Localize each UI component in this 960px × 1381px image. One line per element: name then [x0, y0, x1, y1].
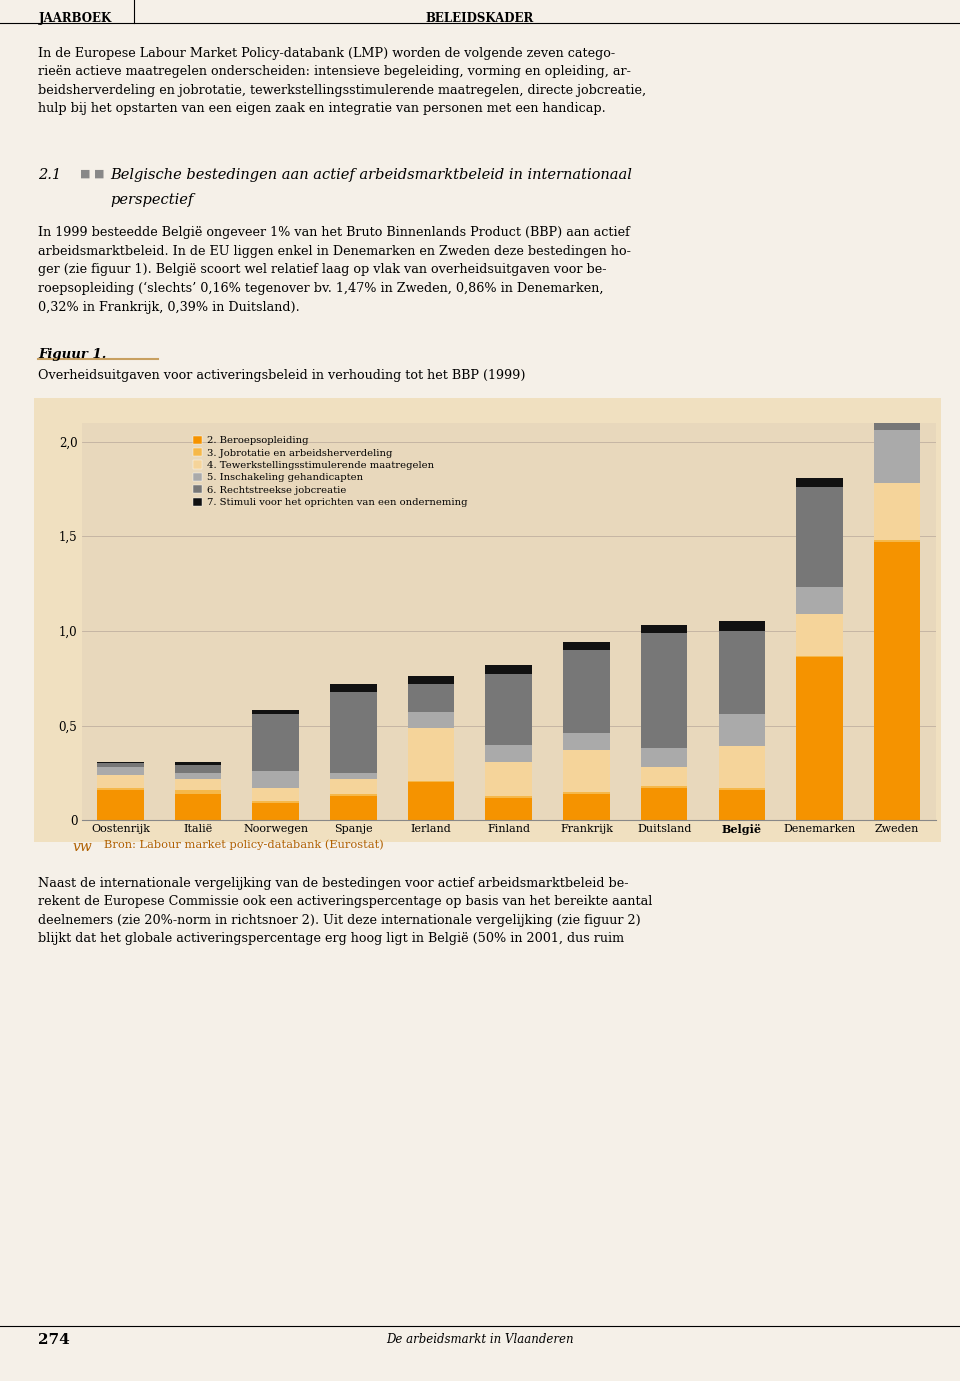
Bar — [641, 626, 687, 632]
Bar — [330, 794, 376, 795]
Bar — [252, 804, 300, 820]
Bar — [408, 780, 454, 783]
Bar — [564, 650, 610, 733]
Bar — [796, 656, 843, 657]
Bar — [330, 684, 376, 692]
Bar — [874, 309, 921, 319]
Text: BELEIDSKADER: BELEIDSKADER — [426, 12, 534, 25]
Text: Overheidsuitgaven voor activeringsbeleid in verhouding tot het BBP (1999): Overheidsuitgaven voor activeringsbeleid… — [38, 369, 526, 381]
Bar — [718, 790, 765, 820]
Bar — [252, 771, 300, 789]
Bar — [564, 750, 610, 791]
Text: 274: 274 — [38, 1333, 70, 1346]
Bar — [330, 773, 376, 779]
Bar — [796, 487, 843, 587]
Bar — [718, 631, 765, 714]
Bar — [641, 749, 687, 768]
Bar — [486, 761, 532, 795]
Bar — [564, 733, 610, 750]
Bar — [175, 779, 222, 790]
Bar — [175, 765, 222, 773]
Bar — [641, 786, 687, 789]
Bar — [408, 728, 454, 780]
Bar — [175, 794, 222, 820]
Bar — [486, 795, 532, 798]
Text: In 1999 besteedde België ongeveer 1% van het Bruto Binnenlands Product (BBP) aan: In 1999 besteedde België ongeveer 1% van… — [38, 226, 632, 313]
Bar — [641, 789, 687, 820]
Bar — [874, 540, 921, 541]
Bar — [486, 674, 532, 744]
Bar — [408, 783, 454, 820]
Bar — [330, 692, 376, 773]
Bar — [97, 761, 144, 764]
Bar — [252, 801, 300, 804]
Text: Bron: Labour market policy-databank (Eurostat): Bron: Labour market policy-databank (Eur… — [104, 840, 383, 851]
Bar — [718, 621, 765, 631]
Bar — [564, 791, 610, 794]
Text: In de Europese Labour Market Policy-databank (LMP) worden de volgende zeven cate: In de Europese Labour Market Policy-data… — [38, 47, 646, 116]
Bar — [175, 773, 222, 779]
Bar — [97, 768, 144, 775]
Bar — [330, 795, 376, 820]
Bar — [252, 789, 300, 801]
Bar — [718, 747, 765, 789]
Text: vw: vw — [72, 840, 92, 853]
Bar — [874, 483, 921, 540]
Bar — [486, 798, 532, 820]
Bar — [874, 541, 921, 820]
Bar — [408, 684, 454, 713]
Bar — [408, 713, 454, 728]
Bar — [486, 666, 532, 674]
Bar — [252, 710, 300, 714]
Bar — [175, 790, 222, 794]
Bar — [564, 642, 610, 650]
Bar — [97, 790, 144, 820]
Bar — [796, 587, 843, 615]
Bar — [408, 677, 454, 684]
Text: Belgische bestedingen aan actief arbeidsmarktbeleid in internationaal: Belgische bestedingen aan actief arbeids… — [110, 168, 633, 182]
Text: Naast de internationale vergelijking van de bestedingen voor actief arbeidsmarkt: Naast de internationale vergelijking van… — [38, 877, 653, 946]
Bar — [486, 744, 532, 761]
Bar — [641, 768, 687, 786]
Bar — [718, 789, 765, 790]
Text: De arbeidsmarkt in Vlaanderen: De arbeidsmarkt in Vlaanderen — [386, 1333, 574, 1345]
Bar — [641, 632, 687, 749]
Bar — [796, 657, 843, 820]
Bar — [796, 478, 843, 487]
Text: Figuur 1.: Figuur 1. — [38, 348, 107, 360]
Bar — [874, 319, 921, 429]
Bar — [252, 714, 300, 771]
Text: JAARBOEK: JAARBOEK — [38, 12, 111, 25]
Bar — [564, 794, 610, 820]
Bar — [796, 615, 843, 656]
Legend: 2. Beroepsopleiding, 3. Jobrotatie en arbeidsherverdeling, 4. Tewerkstellingssti: 2. Beroepsopleiding, 3. Jobrotatie en ar… — [189, 432, 471, 511]
Bar — [874, 429, 921, 483]
Bar — [97, 789, 144, 790]
Bar — [330, 779, 376, 794]
Bar — [97, 764, 144, 768]
Bar — [97, 775, 144, 789]
Text: 2.1: 2.1 — [38, 168, 61, 182]
Text: perspectief: perspectief — [110, 193, 194, 207]
Bar — [175, 761, 222, 765]
Bar — [718, 714, 765, 747]
Text: ■ ■: ■ ■ — [80, 168, 105, 178]
